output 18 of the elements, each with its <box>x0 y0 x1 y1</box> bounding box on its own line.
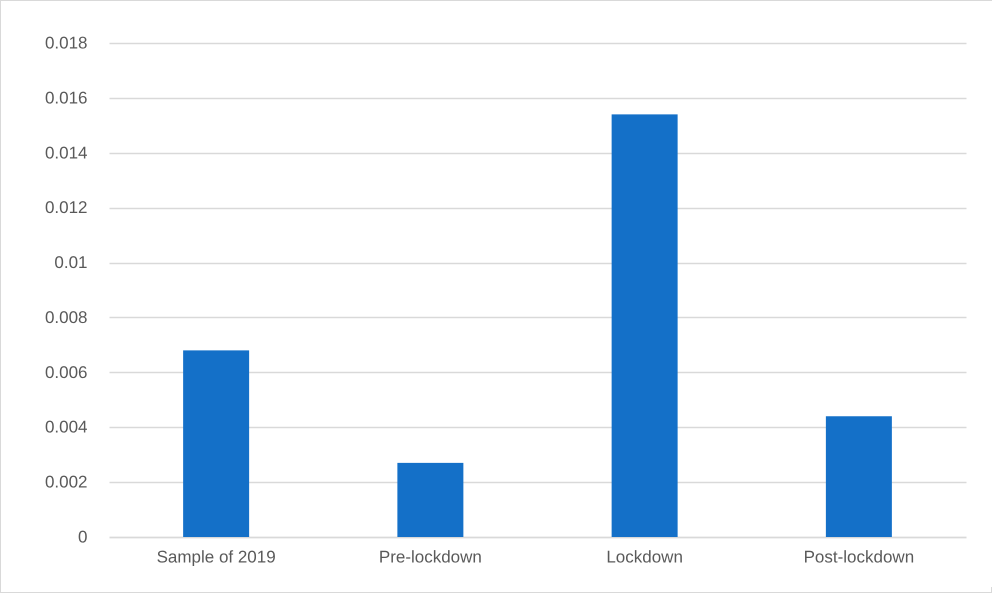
y-tick-label: 0.012 <box>44 198 88 218</box>
x-tick-label: Lockdown <box>606 548 683 566</box>
bar <box>397 462 464 537</box>
y-tick-label: 0 <box>78 528 88 546</box>
y-tick-label: 0.006 <box>44 362 88 382</box>
bar <box>612 114 678 537</box>
x-tick-label: Pre-lockdown <box>378 548 482 566</box>
y-tick-label: 0.004 <box>44 418 88 437</box>
x-tick-label: Sample of 2019 <box>156 548 276 566</box>
y-tick-label: 0.002 <box>44 472 88 492</box>
y-tick-label: 0.008 <box>44 308 88 327</box>
y-tick-label: 0.018 <box>44 34 88 52</box>
bar <box>183 350 250 537</box>
x-tick-label: Post-lockdown <box>804 548 914 566</box>
y-tick-label: 0.014 <box>44 143 88 162</box>
bar <box>826 416 892 537</box>
y-tick-label: 0.016 <box>44 88 88 108</box>
y-tick-label: 0.01 <box>54 253 88 272</box>
